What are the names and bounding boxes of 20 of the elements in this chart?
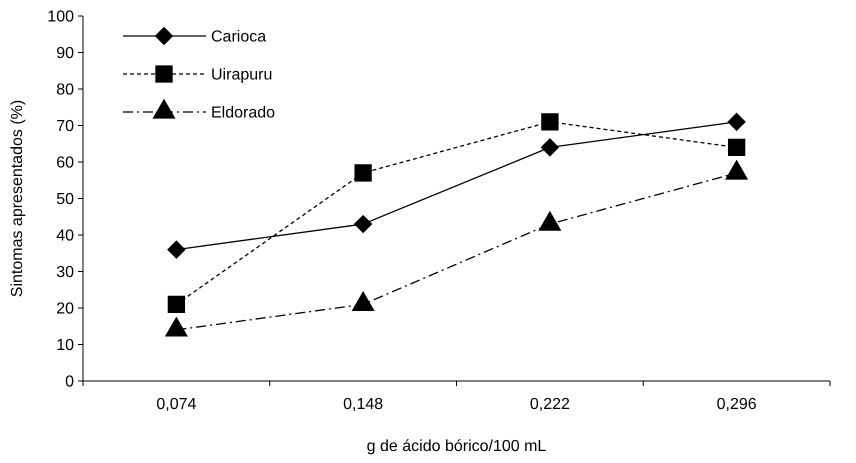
- legend-label: Uirapuru: [211, 66, 272, 84]
- legend-label: Eldorado: [211, 104, 276, 122]
- y-tick-label: 0: [65, 374, 74, 391]
- y-tick-label: 40: [56, 228, 74, 245]
- y-tick-label: 100: [47, 8, 74, 26]
- y-axis-title: Sintomas apresentados (%): [9, 100, 26, 298]
- y-tick-label: 70: [56, 118, 74, 136]
- x-axis-title: g de ácido bórico/100 mL: [366, 438, 546, 455]
- y-tick-label: 60: [56, 154, 74, 172]
- x-tick-label: 0,222: [530, 396, 570, 413]
- y-tick-label: 50: [56, 191, 74, 208]
- x-tick-label: 0,074: [156, 396, 196, 413]
- y-tick-label: 10: [56, 337, 74, 354]
- x-tick-label: 0,296: [716, 396, 757, 413]
- y-tick-label: 80: [56, 82, 74, 99]
- x-tick-label: 0,148: [343, 396, 384, 413]
- y-tick-label: 90: [56, 45, 74, 62]
- y-tick-label: 30: [56, 264, 74, 282]
- legend-label: Carioca: [211, 28, 266, 46]
- y-tick-label: 20: [56, 300, 74, 318]
